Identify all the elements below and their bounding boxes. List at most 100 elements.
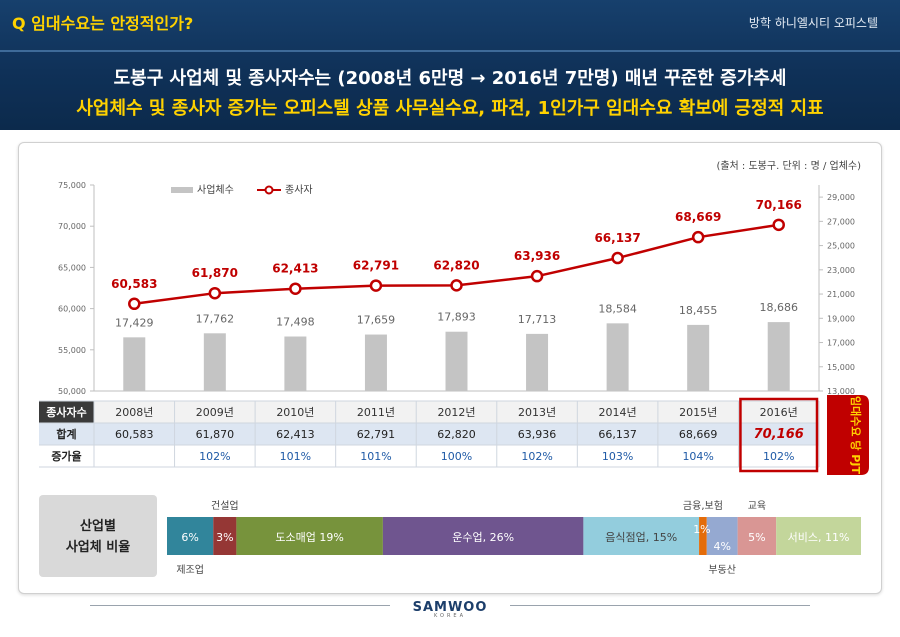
industry-segment-label: 1% [693, 523, 710, 536]
bar [123, 337, 146, 391]
table-rate-value: 102% [763, 450, 794, 463]
line-point [289, 282, 302, 295]
bar [687, 324, 710, 391]
y-left-tick-label: 75,000 [58, 181, 86, 190]
table-year-label: 2016년 [760, 406, 798, 419]
bar-data-label: 17,498 [276, 315, 315, 328]
table-rate-label: 증가율 [51, 449, 81, 463]
callout-construction: 건설업 [211, 499, 239, 512]
y-left-tick-label: 50,000 [58, 387, 86, 396]
industry-segment-label: 4% [713, 540, 730, 553]
table-header-row [94, 401, 819, 423]
y-right-tick-label: 15,000 [827, 363, 855, 372]
table-year-label: 2011년 [357, 406, 395, 419]
line-point [450, 279, 463, 292]
table-total-label: 합계 [56, 427, 76, 441]
line-point [369, 279, 383, 292]
table-total-value: 70,166 [754, 427, 804, 442]
callout-finance: 금융,보험 [683, 500, 723, 512]
y-right-tick-label: 13,000 [827, 387, 855, 396]
y-left-tick-label: 65,000 [58, 263, 86, 272]
y-left-tick-label: 60,000 [58, 305, 86, 314]
table-year-label: 2009년 [196, 406, 234, 419]
table-total-value: 60,583 [115, 428, 154, 441]
industry-segment-label: 5% [748, 531, 765, 544]
y-right-tick-label: 29,000 [827, 193, 855, 202]
legend-swatch-bar [171, 187, 193, 193]
footer-rule-left [90, 605, 390, 606]
bar [284, 336, 307, 391]
table-year-label: 2014년 [599, 406, 637, 419]
table-rate-value: 101% [280, 450, 311, 463]
line-data-label: 63,936 [514, 249, 560, 263]
table-total-row [39, 423, 819, 445]
line-point [611, 251, 624, 265]
table-total-value: 61,870 [196, 428, 235, 441]
table-rate-value: 101% [360, 450, 391, 463]
industry-segment [706, 517, 738, 555]
y-right-tick-label: 19,000 [827, 314, 855, 323]
line-data-label: 66,137 [594, 231, 640, 245]
bar [767, 322, 790, 391]
combo-chart: (출처 : 도봉구. 단위 : 명 / 업체수) 50,000 55,000 60,0… [39, 159, 869, 577]
industry-segment [236, 517, 383, 555]
legend-label-bar: 사업체수 [197, 183, 234, 196]
brand-logo: SAMWOO [412, 600, 488, 615]
footer-logo: SAMWOO KOREA [0, 596, 900, 619]
table-rate-row [39, 445, 819, 467]
project-name: 방학 하니엘시티 오피스텔 [748, 16, 878, 30]
industry-segment [699, 517, 707, 555]
callout-manufacturing: 제조업 [176, 563, 204, 576]
industry-title-line2: 사업체 비율 [66, 539, 130, 555]
line-data-label: 62,791 [353, 259, 399, 273]
table-header-label-cell [39, 401, 94, 423]
industry-segment [776, 517, 861, 555]
industry-title-box [39, 495, 157, 577]
table-total-value: 68,669 [679, 428, 718, 441]
y-right-tick-label: 25,000 [827, 242, 855, 251]
callout-realestate: 부동산 [708, 564, 736, 576]
line-data-label: 62,820 [433, 258, 479, 272]
table-rate-value: 103% [602, 450, 633, 463]
table-rate-value: 100% [441, 450, 472, 463]
line-data-label: 60,583 [111, 277, 157, 291]
line-data-label: 68,669 [675, 210, 721, 224]
bar-data-label: 17,659 [357, 314, 396, 327]
industry-segment [167, 517, 214, 555]
table-year-label: 2013년 [518, 406, 556, 419]
line-point [208, 286, 222, 300]
bar-data-label: 17,762 [196, 312, 235, 325]
table-year-label: 2015년 [679, 406, 717, 419]
industry-segment-label: 운수업, 26% [452, 531, 514, 544]
y-right-tick-label: 23,000 [827, 266, 855, 275]
headline-primary: 도봉구 사업체 및 종사자수는 (2008년 6만명 → 2016년 7만명) … [113, 68, 787, 89]
industry-segment [583, 517, 700, 555]
chart-panel: (출처 : 도봉구. 단위 : 명 / 업체수) 50,000 55,000 60,0… [18, 142, 882, 594]
line-point [530, 269, 544, 283]
table-total-value: 62,413 [276, 428, 315, 441]
line-data-label: 70,166 [756, 198, 802, 212]
legend-label-line: 종사자 [285, 184, 313, 196]
line-data-label: 62,413 [272, 262, 318, 276]
industry-segment-label: 서비스, 11% [788, 531, 850, 544]
bar-data-label: 17,429 [115, 316, 154, 329]
header-divider [0, 50, 900, 52]
industry-segment-label: 3% [216, 531, 233, 544]
highlight-box [739, 397, 819, 473]
table-rate-value: 102% [199, 450, 230, 463]
bar-data-label: 17,713 [518, 313, 557, 326]
highlight-tag-label: 임대수요 당 PJT [849, 396, 863, 474]
header-banner: Q 임대수요는 안정적인가? 방학 하니엘시티 오피스텔 도봉구 사업체 및 종… [0, 0, 900, 130]
industry-segment [737, 517, 777, 555]
industry-title-line1: 산업별 [80, 518, 116, 534]
table-header-label: 종사자수 [46, 405, 86, 419]
industry-segment [382, 517, 584, 555]
table-year-label: 2012년 [437, 406, 475, 419]
brand-sub: KOREA [434, 613, 466, 619]
table-total-value: 63,936 [518, 428, 557, 441]
bar [364, 334, 387, 391]
bar-data-label: 18,455 [679, 304, 718, 317]
bar-data-label: 17,893 [437, 311, 476, 324]
legend-marker [264, 185, 274, 195]
industry-segment-label: 음식점업, 15% [605, 531, 677, 544]
